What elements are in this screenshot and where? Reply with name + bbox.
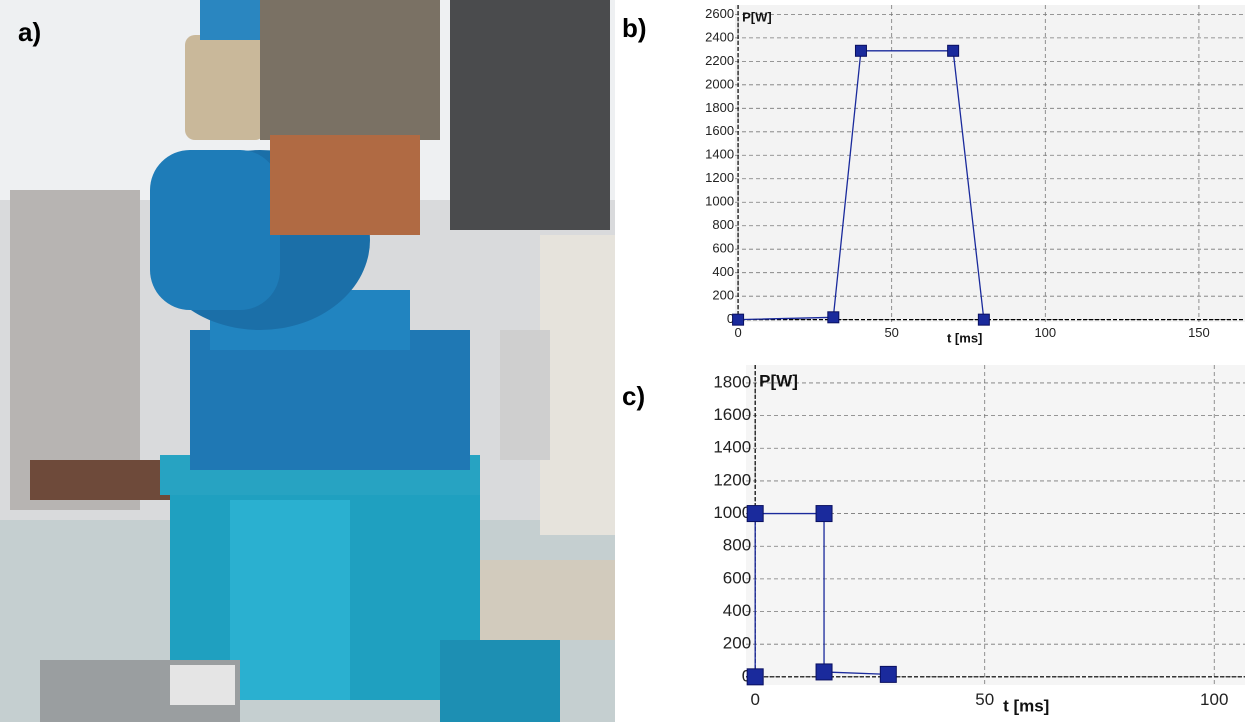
y-tick-label: 2600 [705, 6, 734, 21]
plot-area [746, 365, 1245, 685]
x-tick-label: 100 [1034, 325, 1056, 340]
y-tick-label: 400 [723, 601, 751, 620]
data-marker [815, 663, 833, 681]
data-marker [879, 665, 897, 683]
y-tick-label: 1600 [713, 405, 751, 424]
y-tick-label: 2400 [705, 29, 734, 44]
x-axis-title: t [ms] [1003, 697, 1049, 716]
x-tick-label: 0 [750, 690, 759, 709]
y-tick-label: 200 [712, 288, 734, 303]
panel-label: b) [622, 13, 647, 43]
y-tick-label: 800 [723, 536, 751, 555]
y-tick-label: 1800 [705, 100, 734, 115]
robot-photo [0, 0, 615, 722]
data-marker [746, 505, 764, 523]
x-axis-title: t [ms] [947, 330, 982, 345]
y-tick-label: 1000 [705, 194, 734, 209]
x-tick-label: 100 [1200, 690, 1228, 709]
y-tick-label: 1200 [713, 470, 751, 489]
y-tick-label: 1200 [705, 170, 734, 185]
y-tick-label: 2200 [705, 53, 734, 68]
y-tick-label: 2000 [705, 76, 734, 91]
y-tick-label: 1400 [705, 147, 734, 162]
y-tick-label: 1400 [713, 438, 751, 457]
x-tick-label: 50 [884, 325, 898, 340]
y-tick-label: 0 [742, 666, 751, 685]
y-tick-label: 1600 [705, 123, 734, 138]
y-tick-label: 1000 [713, 503, 751, 522]
data-marker [815, 505, 833, 523]
plot-area [735, 5, 1245, 322]
data-marker [746, 668, 764, 686]
data-marker [827, 311, 840, 324]
y-tick-label: 200 [723, 634, 751, 653]
y-tick-label: 1800 [713, 372, 751, 391]
data-marker [947, 44, 960, 57]
y-tick-label: 400 [712, 264, 734, 279]
y-tick-label: 0 [727, 311, 734, 326]
panel-label: a) [18, 17, 41, 47]
data-marker [977, 313, 990, 326]
data-marker [732, 313, 745, 326]
x-tick-label: 150 [1188, 325, 1210, 340]
y-axis-title: P[W] [742, 9, 772, 24]
x-tick-label: 50 [975, 690, 994, 709]
y-tick-label: 600 [712, 241, 734, 256]
data-marker [854, 44, 867, 57]
y-tick-label: 800 [712, 217, 734, 232]
panel-label: c) [622, 381, 645, 411]
y-tick-label: 600 [723, 568, 751, 587]
y-axis-title: P[W] [759, 371, 798, 390]
x-tick-label: 0 [734, 325, 741, 340]
